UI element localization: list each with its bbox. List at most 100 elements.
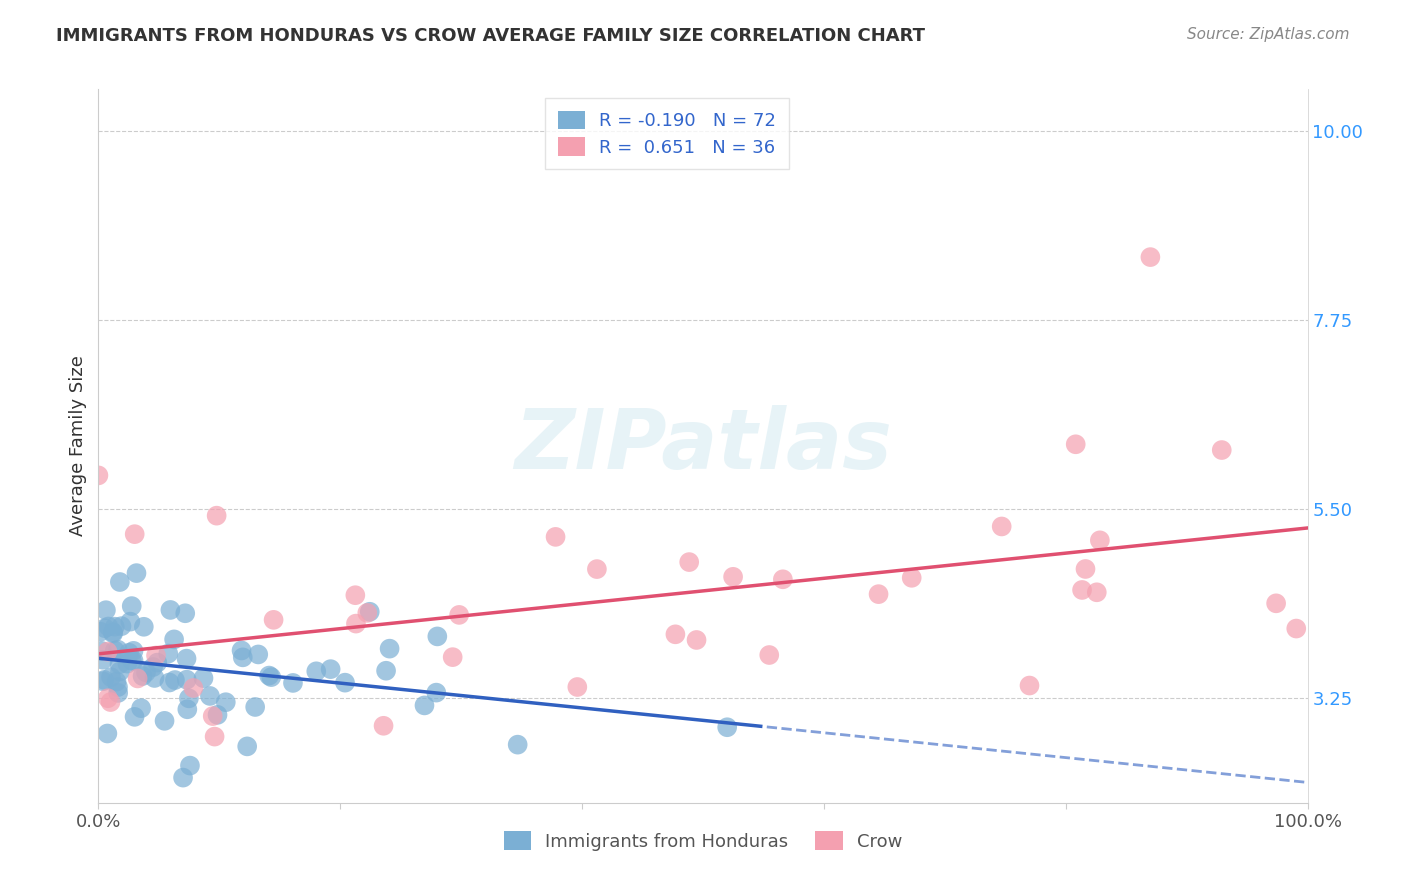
Point xyxy=(333,675,356,690)
Point xyxy=(96,645,118,659)
Point xyxy=(260,670,283,684)
Point xyxy=(93,673,115,687)
Point xyxy=(107,686,129,700)
Point xyxy=(236,739,259,754)
Point xyxy=(118,646,141,660)
Point xyxy=(183,681,205,695)
Point xyxy=(142,660,165,674)
Point xyxy=(100,695,122,709)
Point xyxy=(373,719,395,733)
Point xyxy=(108,665,131,679)
Point xyxy=(124,527,146,541)
Point xyxy=(1139,250,1161,264)
Point xyxy=(678,555,700,569)
Point xyxy=(122,644,145,658)
Point xyxy=(177,691,200,706)
Point xyxy=(305,665,328,679)
Point xyxy=(356,606,378,620)
Point xyxy=(425,685,447,699)
Point xyxy=(87,468,110,483)
Point xyxy=(544,530,567,544)
Point xyxy=(172,771,194,785)
Point xyxy=(868,587,890,601)
Point xyxy=(215,695,238,709)
Point xyxy=(104,620,127,634)
Point xyxy=(1071,582,1094,597)
Point xyxy=(900,571,922,585)
Point xyxy=(122,654,145,668)
Point xyxy=(143,671,166,685)
Point xyxy=(232,650,254,665)
Point xyxy=(198,689,221,703)
Point xyxy=(96,726,118,740)
Point xyxy=(207,707,229,722)
Point xyxy=(721,570,744,584)
Point xyxy=(204,730,226,744)
Point xyxy=(124,710,146,724)
Point xyxy=(176,702,198,716)
Point xyxy=(426,629,449,643)
Y-axis label: Average Family Size: Average Family Size xyxy=(69,356,87,536)
Point xyxy=(193,671,215,685)
Point xyxy=(135,665,157,680)
Point xyxy=(449,607,471,622)
Text: Source: ZipAtlas.com: Source: ZipAtlas.com xyxy=(1187,27,1350,42)
Point xyxy=(105,674,128,689)
Point xyxy=(1285,622,1308,636)
Point xyxy=(567,680,589,694)
Point xyxy=(201,709,224,723)
Point xyxy=(586,562,609,576)
Text: IMMIGRANTS FROM HONDURAS VS CROW AVERAGE FAMILY SIZE CORRELATION CHART: IMMIGRANTS FROM HONDURAS VS CROW AVERAGE… xyxy=(56,27,925,45)
Point xyxy=(772,572,794,586)
Point xyxy=(257,668,280,682)
Point xyxy=(281,676,304,690)
Point xyxy=(179,758,201,772)
Point xyxy=(97,619,120,633)
Point xyxy=(107,642,129,657)
Point xyxy=(125,566,148,581)
Point xyxy=(375,664,398,678)
Point xyxy=(117,657,139,671)
Point xyxy=(120,615,142,629)
Legend: Immigrants from Honduras, Crow: Immigrants from Honduras, Crow xyxy=(496,824,910,858)
Point xyxy=(174,607,197,621)
Point xyxy=(247,648,270,662)
Point xyxy=(101,625,124,640)
Point xyxy=(163,632,186,647)
Point xyxy=(121,654,143,668)
Point xyxy=(146,656,169,670)
Point xyxy=(104,643,127,657)
Point xyxy=(243,700,266,714)
Point xyxy=(91,674,114,689)
Point xyxy=(159,675,181,690)
Point xyxy=(1074,562,1097,576)
Point xyxy=(378,641,401,656)
Point xyxy=(506,738,529,752)
Point xyxy=(990,519,1012,533)
Point xyxy=(344,616,367,631)
Point xyxy=(758,648,780,662)
Point xyxy=(163,673,186,687)
Text: ZIPatlas: ZIPatlas xyxy=(515,406,891,486)
Point xyxy=(685,632,707,647)
Point xyxy=(176,673,198,687)
Point xyxy=(121,599,143,613)
Point xyxy=(107,680,129,694)
Point xyxy=(157,647,180,661)
Point xyxy=(97,691,120,706)
Point xyxy=(664,627,686,641)
Point xyxy=(159,603,181,617)
Point xyxy=(1265,596,1288,610)
Point xyxy=(176,651,198,665)
Point xyxy=(231,643,253,657)
Point xyxy=(441,650,464,665)
Point xyxy=(153,714,176,728)
Point xyxy=(1018,679,1040,693)
Point xyxy=(319,662,342,676)
Point xyxy=(101,626,124,640)
Point xyxy=(1088,533,1111,548)
Point xyxy=(100,670,122,684)
Point xyxy=(145,648,167,663)
Point xyxy=(110,619,132,633)
Point xyxy=(91,653,114,667)
